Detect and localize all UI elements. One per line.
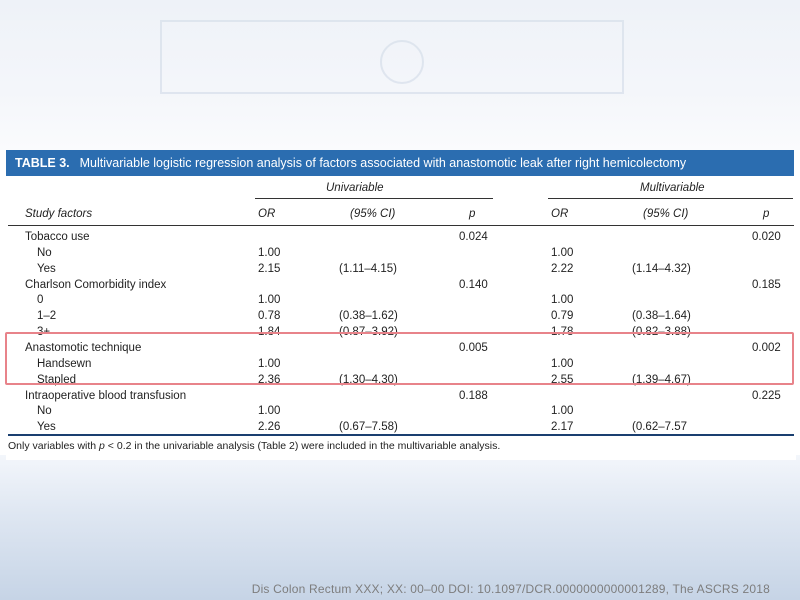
univariable-or-cell: 2.36: [258, 373, 281, 386]
background-decoration: [160, 20, 624, 94]
univariable-ci-cell: (1.30–4.30): [339, 373, 398, 386]
univariable-ci-cell: (1.11–4.15): [339, 262, 397, 275]
multivariable-or-cell: 1.00: [551, 357, 574, 370]
multivariable-p-cell: 0.185: [752, 278, 781, 291]
citation: Dis Colon Rectum XXX; XX: 00–00 DOI: 10.…: [251, 582, 770, 596]
group-underline-multivariable: [548, 198, 793, 199]
univariable-p-cell: 0.024: [459, 231, 488, 243]
multivariable-or-cell: 2.22: [551, 262, 574, 275]
multivariable-p-cell: 0.020: [752, 231, 781, 243]
univariable-or-cell: 1.00: [258, 294, 281, 307]
col-header-univariable-ci: (95% CI): [350, 208, 396, 220]
study-factor-cell: Anastomotic technique: [25, 341, 142, 354]
multivariable-ci-cell: (0.62–7.57: [632, 421, 687, 434]
univariable-or-cell: 1.00: [258, 246, 281, 259]
table-title-bar: TABLE 3. Multivariable logistic regressi…: [6, 150, 794, 176]
header-bottom-rule: [8, 225, 794, 226]
background-bottom-image: [0, 455, 800, 600]
group-underline-univariable: [255, 198, 493, 199]
col-header-multivariable-ci: (95% CI): [643, 208, 689, 220]
multivariable-or-cell: 1.00: [551, 294, 574, 307]
multivariable-or-cell: 2.17: [551, 421, 574, 434]
univariable-or-cell: 1.00: [258, 357, 281, 370]
study-factor-cell: Tobacco use: [25, 231, 90, 243]
col-header-multivariable-or: OR: [551, 208, 569, 220]
univariable-p-cell: 0.005: [459, 341, 488, 354]
study-factor-cell: Intraoperative blood transfusion: [25, 389, 187, 402]
study-factor-cell: Handsewn: [37, 357, 92, 370]
univariable-or-cell: 2.15: [258, 262, 281, 275]
multivariable-or-cell: 0.79: [551, 310, 574, 323]
group-header-multivariable: Multivariable: [640, 182, 705, 194]
study-factor-cell: Charlson Comorbidity index: [25, 278, 167, 291]
univariable-p-cell: 0.140: [459, 278, 488, 291]
multivariable-or-cell: 2.55: [551, 373, 574, 386]
study-factor-cell: Yes: [37, 262, 56, 275]
table-number: TABLE 3.: [15, 156, 70, 170]
univariable-p-cell: 0.188: [459, 389, 488, 402]
col-header-study-factors: Study factors: [25, 208, 93, 220]
study-factor-cell: No: [37, 405, 52, 418]
univariable-or-cell: 1.00: [258, 405, 281, 418]
table-footnote: Only variables with p < 0.2 in the univa…: [8, 440, 501, 452]
study-factor-cell: 0: [37, 294, 44, 307]
background-decoration: [380, 40, 424, 84]
study-factor-cell: Yes: [37, 421, 56, 434]
table-title: Multivariable logistic regression analys…: [79, 156, 687, 170]
multivariable-p-cell: 0.002: [752, 341, 781, 354]
group-header-univariable: Univariable: [326, 182, 384, 194]
multivariable-ci-cell: (1.39–4.67): [632, 373, 691, 386]
multivariable-ci-cell: (1.14–4.32): [632, 262, 691, 275]
col-header-univariable-p: p: [469, 208, 476, 220]
univariable-or-cell: 2.26: [258, 421, 281, 434]
col-header-multivariable-p: p: [763, 208, 770, 220]
univariable-ci-cell: (0.38–1.62): [339, 310, 398, 323]
table-card: [6, 150, 796, 460]
study-factor-cell: 1–2: [37, 310, 57, 323]
multivariable-or-cell: 1.00: [551, 405, 574, 418]
highlight-box: [5, 332, 794, 385]
study-factor-cell: Stapled: [37, 373, 77, 386]
multivariable-ci-cell: (0.38–1.64): [632, 310, 691, 323]
univariable-ci-cell: (0.67–7.58): [339, 421, 398, 434]
table-bottom-rule: [8, 434, 794, 436]
multivariable-or-cell: 1.00: [551, 246, 574, 259]
study-factor-cell: No: [37, 246, 52, 259]
col-header-univariable-or: OR: [258, 208, 276, 220]
univariable-or-cell: 0.78: [258, 310, 281, 323]
multivariable-p-cell: 0.225: [752, 389, 781, 402]
